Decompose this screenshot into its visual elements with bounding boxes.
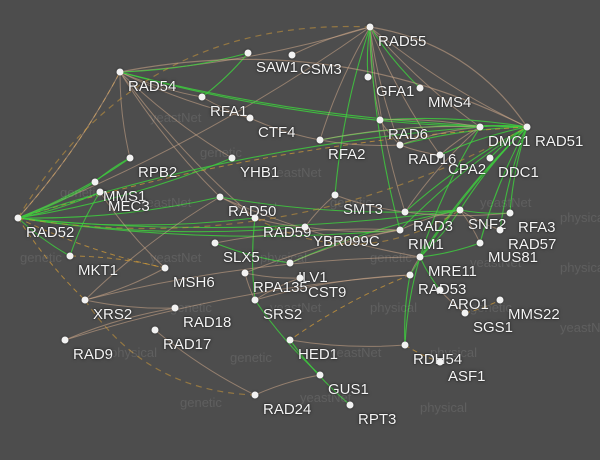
graph-edge [120,72,232,158]
graph-node-ilv1[interactable] [287,260,294,267]
graph-edge [120,72,527,127]
graph-edge [18,72,120,218]
graph-node-msh6[interactable] [162,265,169,272]
graph-edge [410,127,527,275]
network-graph: geneticyeastNetphysicalgeneticyeastNetph… [0,0,600,460]
graph-edge [460,127,527,210]
graph-node-srs2[interactable] [252,297,259,304]
graph-edge [335,27,370,195]
graph-node-rad57[interactable] [497,227,504,234]
graph-edge [65,275,410,340]
graph-node-mus81[interactable] [477,240,484,247]
graph-node-rpt3[interactable] [347,402,354,409]
graph-node-ctf4[interactable] [247,115,254,122]
graph-node-rad53[interactable] [407,272,414,279]
graph-node-rad17[interactable] [152,327,159,334]
graph-edge [220,197,460,212]
graph-node-mkt1[interactable] [67,253,74,260]
graph-node-rad24[interactable] [252,392,259,399]
graph-node-rpa135[interactable] [242,270,249,277]
graph-edge [70,256,165,268]
graph-edge [155,330,255,395]
graph-node-cst9[interactable] [297,275,304,282]
graph-edge [465,300,500,313]
graph-node-rad9[interactable] [62,337,69,344]
graph-edge [405,345,440,362]
graph-node-mms1[interactable] [92,179,99,186]
graph-edge [292,27,370,55]
graph-node-ybr099c[interactable] [302,224,309,231]
graph-edge [18,218,85,300]
graph-edge [290,340,405,346]
graph-node-rad52[interactable] [15,215,22,222]
graph-node-gfa1[interactable] [365,74,372,81]
graph-node-asf1[interactable] [437,359,444,366]
graph-node-hed1[interactable] [287,337,294,344]
graph-node-rad18[interactable] [172,305,179,312]
graph-edge [440,290,465,313]
graph-node-sgs1[interactable] [462,310,469,317]
graph-node-gus1[interactable] [317,372,324,379]
graph-edge [305,195,335,227]
graph-node-saw1[interactable] [245,50,252,57]
graph-node-rad54[interactable] [117,69,124,76]
graph-node-snf2[interactable] [457,207,464,214]
edges-layer [0,0,600,460]
graph-node-rad50[interactable] [217,194,224,201]
graph-edge-outer-arc [18,27,370,218]
graph-node-cpa2[interactable] [437,152,444,159]
graph-node-rad6[interactable] [377,117,384,124]
graph-edge [320,140,400,146]
graph-node-ddc1[interactable] [487,155,494,162]
graph-node-mms22[interactable] [497,297,504,304]
graph-node-mre11[interactable] [417,254,424,261]
graph-node-csm3[interactable] [289,52,296,59]
graph-edge [18,158,130,218]
graph-node-rad3[interactable] [402,209,409,216]
graph-edge [420,127,527,257]
graph-node-rim1[interactable] [397,227,404,234]
graph-node-yhb1[interactable] [229,155,236,162]
graph-node-rfa2[interactable] [317,137,324,144]
graph-node-aro1[interactable] [437,287,444,294]
graph-node-slx5[interactable] [212,240,219,247]
graph-node-mec3[interactable] [97,189,104,196]
graph-edge [85,300,175,308]
graph-edge [255,278,300,300]
graph-edge [18,197,220,218]
graph-edge [18,72,120,218]
graph-edge [420,257,440,290]
graph-node-rad55[interactable] [367,24,374,31]
graph-node-smt3[interactable] [332,192,339,199]
graph-node-rad51[interactable] [524,124,531,131]
graph-node-mms4[interactable] [417,85,424,92]
graph-edge [85,268,165,300]
graph-node-rpb2[interactable] [127,155,134,162]
graph-edge-outer-arc [85,300,255,395]
graph-node-rad16[interactable] [397,142,404,149]
graph-edge [250,118,320,140]
graph-node-xrs2[interactable] [82,297,89,304]
graph-node-rfa1[interactable] [199,94,206,101]
graph-node-rfa3[interactable] [507,210,514,217]
graph-node-rad59[interactable] [252,215,259,222]
graph-edge [255,375,320,395]
graph-node-rdh54[interactable] [402,342,409,349]
graph-edge [290,275,410,340]
graph-node-dmc1[interactable] [477,124,484,131]
